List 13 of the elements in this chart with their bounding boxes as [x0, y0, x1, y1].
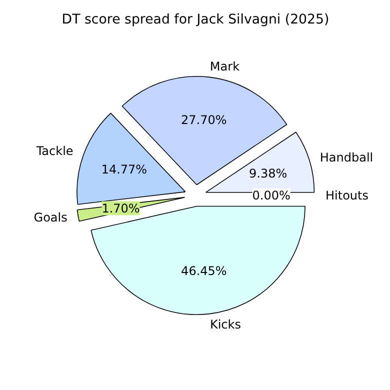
slice-label: Handball: [320, 150, 374, 165]
slice-label: Tackle: [35, 144, 74, 158]
data-label: 46.45%: [181, 264, 227, 278]
chart-title: DT score spread for Jack Silvagni (2025): [62, 12, 330, 28]
slice-label: Kicks: [210, 318, 241, 332]
slice-label: Mark: [210, 59, 240, 74]
text: 0.00%: [252, 188, 290, 202]
data-label: 27.70%: [181, 113, 227, 128]
slice-label: Goals: [34, 210, 68, 224]
data-label: 14.77%: [101, 162, 148, 177]
data-label: 1.70%: [102, 201, 140, 216]
category-label: Hitouts: [326, 188, 368, 202]
data-label: 9.38%: [249, 166, 288, 180]
